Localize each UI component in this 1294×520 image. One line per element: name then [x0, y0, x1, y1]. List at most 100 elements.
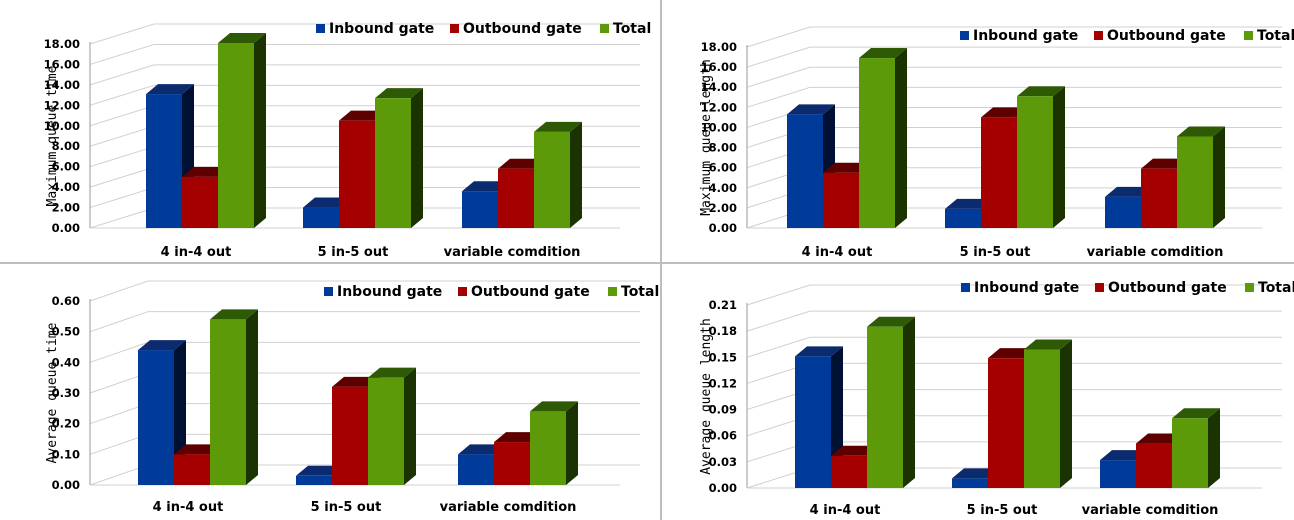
legend-item-inbound-gate: Inbound gate	[961, 280, 1079, 296]
bar-top-face	[859, 48, 907, 59]
legend-swatch	[608, 287, 617, 296]
bars	[146, 32, 582, 228]
bar-total-variable-comdition	[530, 401, 578, 485]
bar-front-face	[795, 356, 831, 488]
bar-total-5-in-5-out	[375, 88, 423, 228]
bar-side-face	[1053, 86, 1065, 229]
legend-item-outbound-gate: Outbound gate	[1094, 28, 1226, 44]
y-tick-label: 0.03	[709, 455, 737, 469]
gridline-depth	[746, 336, 811, 358]
y-tick-label: 8.00	[52, 139, 80, 153]
chart-panel-max-queue-length: 0.00 2.00 4.00 6.00 8.00 10.00 12.00 14.00 16.00…	[662, 0, 1294, 262]
bar-front-face	[1177, 136, 1213, 228]
legend-swatch	[1244, 31, 1253, 40]
legend-label: Total	[613, 21, 651, 37]
bar-front-face	[952, 478, 988, 488]
bar-total-4-in-4-out	[218, 32, 266, 228]
bar-front-face	[332, 386, 368, 485]
legend: Inbound gate Outbound gate Total	[961, 280, 1294, 296]
legend-item-total: Total	[608, 284, 659, 300]
gridline-depth	[746, 86, 811, 108]
bar-front-face	[534, 131, 570, 228]
x-category-label: 4 in-4 out	[153, 500, 224, 515]
y-tick-label: 4.00	[709, 181, 737, 195]
x-category-label: 4 in-4 out	[161, 245, 232, 260]
bar-side-face	[411, 88, 423, 228]
gridline-depth	[89, 187, 155, 209]
gridline-depth	[89, 105, 155, 127]
gridline-depth	[89, 207, 155, 229]
legend-label: Total	[621, 284, 659, 300]
bar-front-face	[981, 117, 1017, 228]
legend-swatch	[324, 287, 333, 296]
bar-top-face	[530, 401, 578, 412]
y-tick-label: 18.00	[44, 37, 80, 51]
gridline-depth	[746, 46, 811, 68]
y-tick-label: 0.00	[52, 221, 80, 235]
y-tick-label: 0.00	[709, 481, 737, 495]
legend-item-inbound-gate: Inbound gate	[960, 28, 1078, 44]
y-tick-label: 0.09	[709, 403, 737, 417]
y-tick-label: 10.00	[701, 120, 737, 134]
bar-top-face	[1017, 86, 1065, 97]
legend-label: Outbound gate	[1107, 28, 1226, 44]
bar-top-face	[210, 309, 258, 320]
bar-front-face	[867, 326, 903, 488]
chart-panel-avg-queue-length: 0.00 0.03 0.06 0.09 0.12 0.15 0.18 0.21 Average …	[662, 264, 1294, 520]
bar-side-face	[1208, 408, 1220, 488]
bar-front-face	[458, 454, 494, 485]
bar-front-face	[368, 377, 404, 485]
bar-front-face	[498, 168, 534, 228]
bar-side-face	[404, 367, 416, 485]
y-tick-labels: 0.00 0.10 0.20 0.30 0.40 0.50 0.60	[52, 294, 80, 492]
y-tick-label: 12.00	[701, 100, 737, 114]
y-tick-labels: 0.00 2.00 4.00 6.00 8.00 10.00 12.00 14.00 16.00…	[701, 40, 737, 235]
y-tick-label: 18.00	[701, 40, 737, 54]
bar-top-face	[1024, 339, 1072, 350]
y-axis-label: Average queue length	[699, 318, 714, 475]
legend-label: Outbound gate	[471, 284, 590, 300]
gridline-depth	[89, 23, 155, 45]
legend-swatch	[316, 24, 325, 33]
gridline-depth	[89, 311, 149, 333]
gridline-depth	[89, 43, 155, 65]
bar-front-face	[823, 172, 859, 228]
chart-panel-max-queue-time: 0.00 2.00 4.00 6.00 8.00 10.00 12.00 14.00 16.00…	[0, 0, 660, 262]
bar-total-variable-comdition	[1172, 408, 1220, 488]
chart-svg: 0.00 0.10 0.20 0.30 0.40 0.50 0.60 Average queu…	[45, 280, 659, 515]
chart-panel-avg-queue-time: 0.00 0.10 0.20 0.30 0.40 0.50 0.60 Average queu…	[0, 264, 660, 520]
bars	[787, 48, 1225, 229]
y-axis-label: Maximum queue time	[45, 65, 60, 206]
legend: Inbound gate Outbound gate Total	[324, 284, 659, 300]
legend: Inbound gate Outbound gate Total	[960, 28, 1294, 44]
legend-label: Inbound gate	[337, 284, 442, 300]
bar-top-face	[146, 84, 194, 95]
bar-side-face	[570, 121, 582, 228]
bar-front-face	[1105, 196, 1141, 228]
bar-front-face	[375, 98, 411, 228]
gridline-depth	[746, 310, 811, 332]
bar-top-face	[138, 340, 186, 351]
bar-total-4-in-4-out	[859, 48, 907, 228]
y-tick-label: 0.15	[709, 350, 737, 364]
bar-total-variable-comdition	[534, 121, 582, 228]
y-tick-label: 0.12	[709, 376, 737, 390]
bar-inbound-gate-4-in-4-out	[146, 84, 194, 228]
legend-label: Outbound gate	[463, 21, 582, 37]
y-tick-label: 0.30	[52, 386, 80, 400]
legend-item-outbound-gate: Outbound gate	[450, 21, 582, 37]
panel-divider-horizontal	[0, 262, 1294, 264]
bar-side-face	[1060, 339, 1072, 488]
legend-swatch	[961, 283, 970, 292]
legend-swatch	[458, 287, 467, 296]
bar-side-face	[903, 316, 915, 488]
gridline-depth	[89, 166, 155, 188]
legend-label: Total	[1257, 28, 1294, 44]
legend-item-outbound-gate: Outbound gate	[1095, 280, 1227, 296]
bar-top-face	[867, 316, 915, 327]
legend-item-total: Total	[600, 21, 651, 37]
bar-front-face	[462, 191, 498, 228]
bar-top-face	[795, 346, 843, 357]
gridline-depth	[746, 66, 811, 88]
